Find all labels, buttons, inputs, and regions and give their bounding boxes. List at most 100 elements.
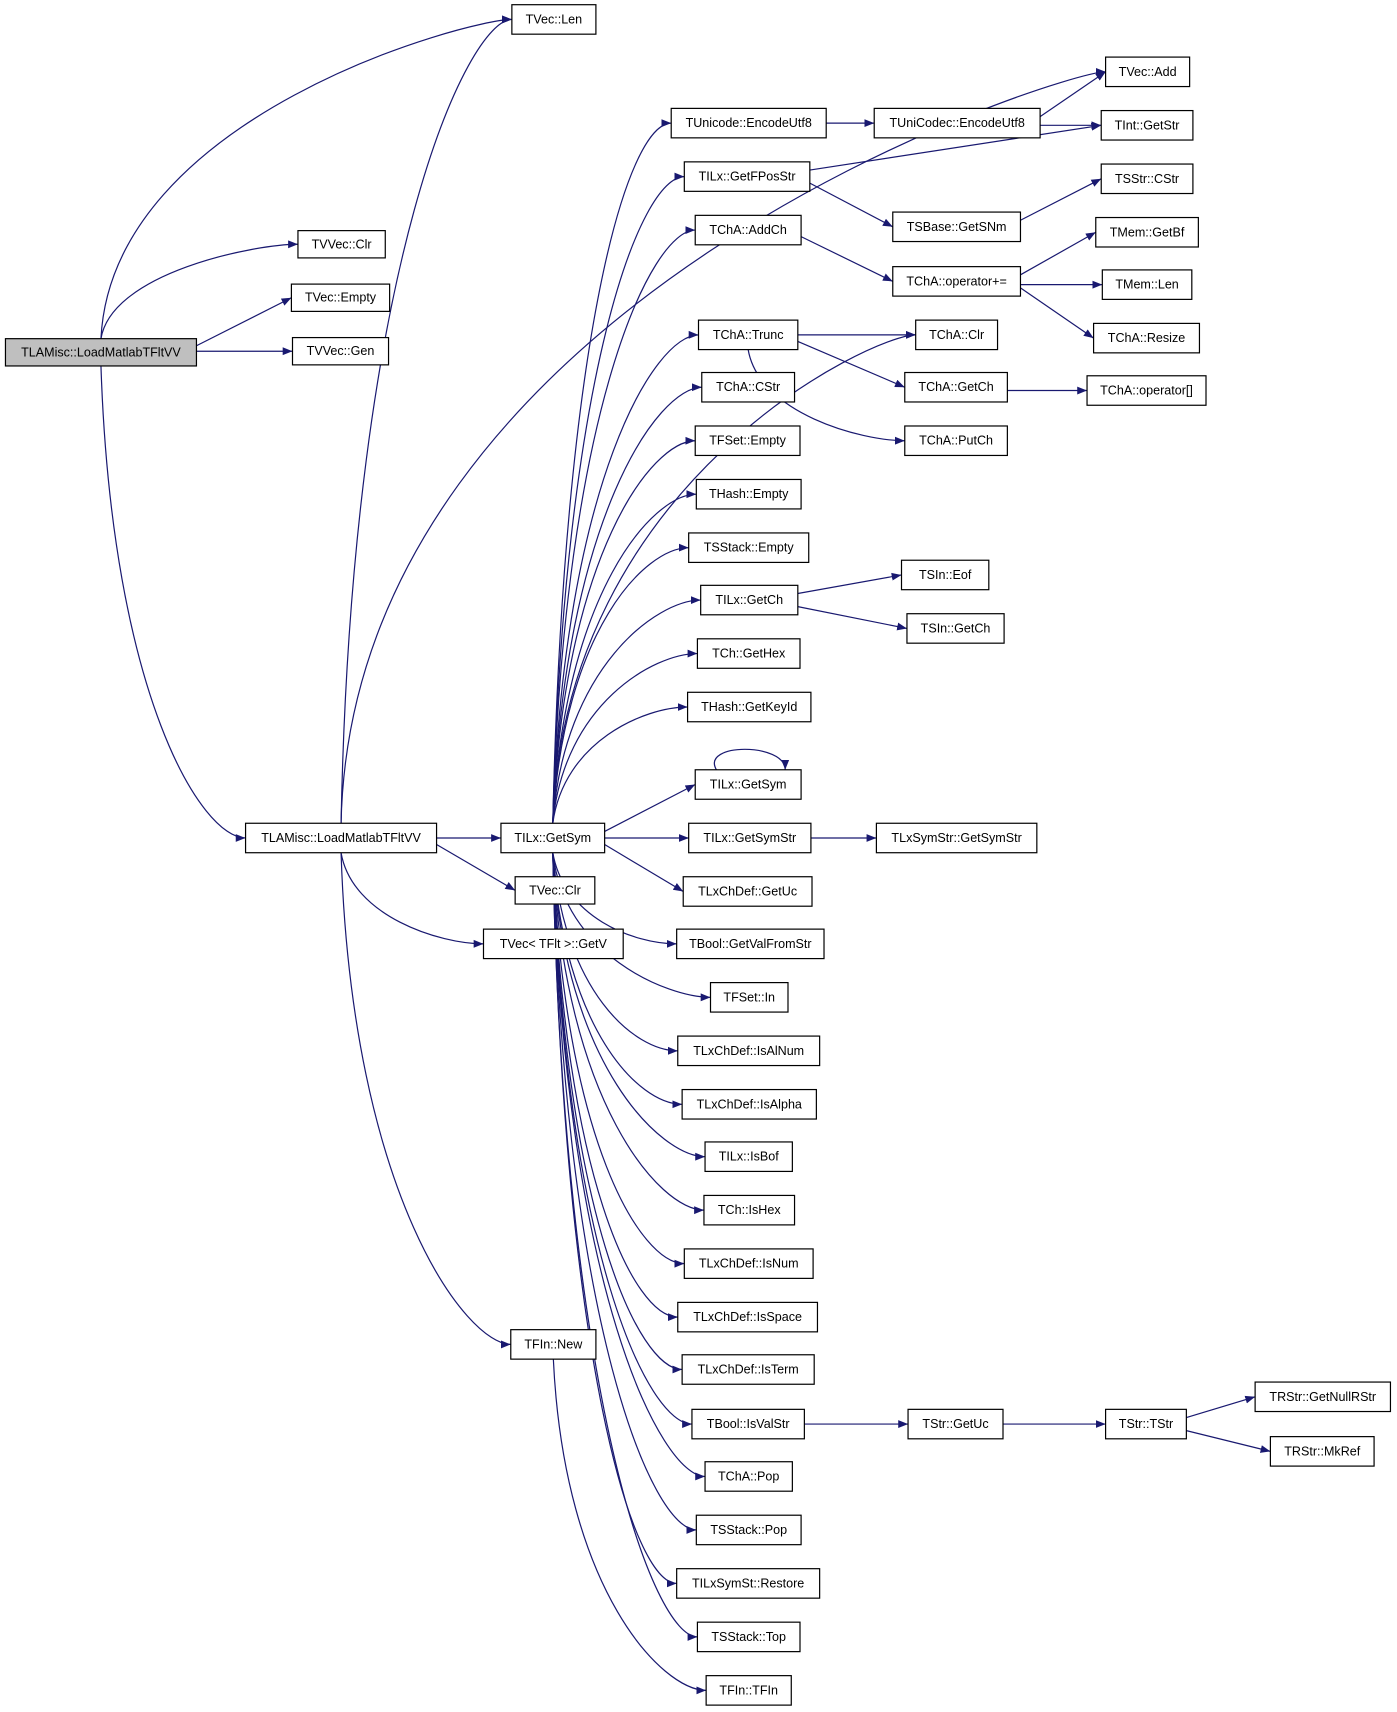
node-tfin-new[interactable]: TFIn::New xyxy=(510,1329,597,1360)
node-tilx-getsym[interactable]: TILx::GetSym xyxy=(500,822,606,854)
node-label: TVec::Clr xyxy=(529,883,581,897)
node-box xyxy=(1101,269,1193,300)
node-tmem-len[interactable]: TMem::Len xyxy=(1101,269,1193,300)
node-thash-getkeyid[interactable]: THash::GetKeyId xyxy=(686,691,812,723)
node-box xyxy=(688,532,810,564)
node-tvec-len[interactable]: TVec::Len xyxy=(511,4,597,35)
edge-tilx-getch-to-tsin-getch xyxy=(797,606,908,631)
node-tch-gethex[interactable]: TCh::GetHex xyxy=(696,638,801,669)
node-box xyxy=(700,584,799,616)
node-tlamisc-loadmatlabtfltvv[interactable]: TLAMisc::LoadMatlabTFltVV xyxy=(4,338,198,367)
node-tch-ishex[interactable]: TCh::IsHex xyxy=(703,1194,796,1226)
node-label: TILx::GetSym xyxy=(710,778,787,792)
node-tcha-trunc[interactable]: TChA::Trunc xyxy=(697,319,799,351)
node-label: TInt::GetStr xyxy=(1115,118,1180,132)
node-label: TLxChDef::IsAlNum xyxy=(693,1044,804,1058)
node-tcha-operator[interactable]: TChA::operator+= xyxy=(892,266,1022,297)
edge-tstr-tstr-to-trstr-mkref xyxy=(1186,1430,1271,1453)
node-box xyxy=(683,1248,814,1279)
edge-tlamisc-loadmatlabtfltvv-to-tvvec-clr xyxy=(100,240,298,339)
node-tunicodec-encodeutf8[interactable]: TUniCodec::EncodeUtf8 xyxy=(873,107,1041,139)
node-box xyxy=(682,876,813,907)
node-tcha-getch[interactable]: TChA::GetCh xyxy=(904,371,1008,403)
node-tsstack-pop[interactable]: TSStack::Pop xyxy=(695,1514,802,1546)
node-label: TFIn::New xyxy=(524,1337,583,1351)
node-label: THash::GetKeyId xyxy=(701,700,797,714)
node-tsin-eof[interactable]: TSIn::Eof xyxy=(900,559,990,591)
node-tfset-empty[interactable]: TFSet::Empty xyxy=(694,425,801,457)
node-tbool-getvalfromstr[interactable]: TBool::GetValFromStr xyxy=(676,928,825,960)
node-tstr-getuc[interactable]: TStr::GetUc xyxy=(907,1408,1004,1440)
node-tilx-getfposstr[interactable]: TILx::GetFPosStr xyxy=(683,161,811,192)
node-tilx-getch[interactable]: TILx::GetCh xyxy=(700,584,799,616)
node-label: TChA::CStr xyxy=(716,380,780,394)
node-tcha-operator[interactable]: TChA::operator[] xyxy=(1086,375,1207,406)
node-tbool-isvalstr[interactable]: TBool::IsValStr xyxy=(691,1408,805,1440)
node-box xyxy=(683,161,811,192)
node-tsstack-top[interactable]: TSStack::Top xyxy=(696,1621,801,1653)
node-tsstack-empty[interactable]: TSStack::Empty xyxy=(688,532,810,564)
node-box xyxy=(691,1408,805,1440)
edge-tilx-getsym-to-tfset-empty xyxy=(552,436,696,824)
node-tstr-tstr[interactable]: TStr::TStr xyxy=(1104,1408,1187,1440)
node-tsstr-cstr[interactable]: TSStr::CStr xyxy=(1100,163,1194,195)
node-tunicode-encodeutf8[interactable]: TUnicode::EncodeUtf8 xyxy=(670,107,827,139)
node-label: TChA::operator[] xyxy=(1100,384,1193,398)
node-tilx-getsymstr[interactable]: TILx::GetSymStr xyxy=(688,822,812,854)
node-tcha-putch[interactable]: TChA::PutCh xyxy=(904,425,1008,457)
node-label: TSIn::GetCh xyxy=(921,621,991,635)
node-box xyxy=(681,1354,815,1385)
node-box xyxy=(482,928,624,960)
node-label: TSStack::Empty xyxy=(704,541,795,555)
node-trstr-getnullrstr[interactable]: TRStr::GetNullRStr xyxy=(1254,1381,1392,1413)
node-tvvec-gen[interactable]: TVVec::Gen xyxy=(291,336,390,366)
node-box xyxy=(904,371,1008,403)
edge-tilx-getsym-to-tunicode-encodeutf8 xyxy=(552,119,672,824)
node-box xyxy=(704,1141,793,1173)
node-tfset-in[interactable]: TFSet::In xyxy=(709,982,789,1013)
node-tlxchdef-isnum[interactable]: TLxChDef::IsNum xyxy=(683,1248,814,1279)
node-box xyxy=(907,1408,1004,1440)
node-tlxchdef-isalnum[interactable]: TLxChDef::IsAlNum xyxy=(677,1035,821,1067)
node-tcha-pop[interactable]: TChA::Pop xyxy=(704,1461,793,1492)
node-tcha-resize[interactable]: TChA::Resize xyxy=(1092,322,1201,354)
node-tint-getstr[interactable]: TInt::GetStr xyxy=(1100,109,1194,141)
edge-tilx-getsym-to-tsstack-top xyxy=(552,852,698,1641)
node-tlxchdef-getuc[interactable]: TLxChDef::GetUc xyxy=(682,876,813,907)
node-tcha-clr[interactable]: TChA::Clr xyxy=(915,319,999,351)
node-tmem-getbf[interactable]: TMem::GetBf xyxy=(1095,216,1199,248)
node-box xyxy=(1095,216,1199,248)
node-tvvec-clr[interactable]: TVVec::Clr xyxy=(297,230,386,259)
edge-tcha-addch-to-tcha-operator xyxy=(800,236,894,282)
node-label: TSStack::Pop xyxy=(710,1523,787,1537)
node-tlxchdef-isterm[interactable]: TLxChDef::IsTerm xyxy=(681,1354,815,1385)
node-tlxchdef-isspace[interactable]: TLxChDef::IsSpace xyxy=(677,1301,819,1333)
node-thash-empty[interactable]: THash::Empty xyxy=(695,478,802,510)
node-tvec-add[interactable]: TVec::Add xyxy=(1104,56,1191,88)
node-label: TLxChDef::IsSpace xyxy=(693,1310,802,1324)
node-box xyxy=(677,1301,819,1333)
node-trstr-mkref[interactable]: TRStr::MkRef xyxy=(1269,1436,1375,1467)
node-tcha-addch[interactable]: TChA::AddCh xyxy=(694,214,802,246)
node-tcha-cstr[interactable]: TChA::CStr xyxy=(701,371,796,403)
node-label: TBool::IsValStr xyxy=(707,1417,790,1431)
node-tilxsymst-restore[interactable]: TILxSymSt::Restore xyxy=(676,1568,821,1599)
node-tilx-isbof[interactable]: TILx::IsBof xyxy=(704,1141,793,1173)
node-tlxsymstr-getsymstr[interactable]: TLxSymStr::GetSymStr xyxy=(875,822,1038,854)
node-tvec-tflt-getv[interactable]: TVec< TFlt >::GetV xyxy=(482,928,624,960)
node-box xyxy=(681,1088,817,1120)
node-tlxchdef-isalpha[interactable]: TLxChDef::IsAlpha xyxy=(681,1088,817,1120)
node-tsbase-getsnm[interactable]: TSBase::GetSNm xyxy=(892,211,1022,243)
node-box xyxy=(875,822,1038,854)
node-box xyxy=(696,638,801,669)
node-box xyxy=(701,371,796,403)
node-tvec-clr[interactable]: TVec::Clr xyxy=(514,876,596,905)
node-label: TBool::GetValFromStr xyxy=(689,937,811,951)
edge-tlamisc-loadmatlabtfltvv-to-tvec-empty xyxy=(196,297,292,347)
edge-tsbase-getsnm-to-tsstr-cstr xyxy=(1020,178,1102,221)
node-tilx-getsym[interactable]: TILx::GetSym xyxy=(694,769,802,800)
node-tsin-getch[interactable]: TSIn::GetCh xyxy=(906,613,1005,644)
node-tlamisc-loadmatlabtfltvv[interactable]: TLAMisc::LoadMatlabTFltVV xyxy=(244,822,438,854)
node-tfin-tfin[interactable]: TFIn::TFIn xyxy=(705,1675,792,1706)
node-tvec-empty[interactable]: TVec::Empty xyxy=(290,283,391,312)
